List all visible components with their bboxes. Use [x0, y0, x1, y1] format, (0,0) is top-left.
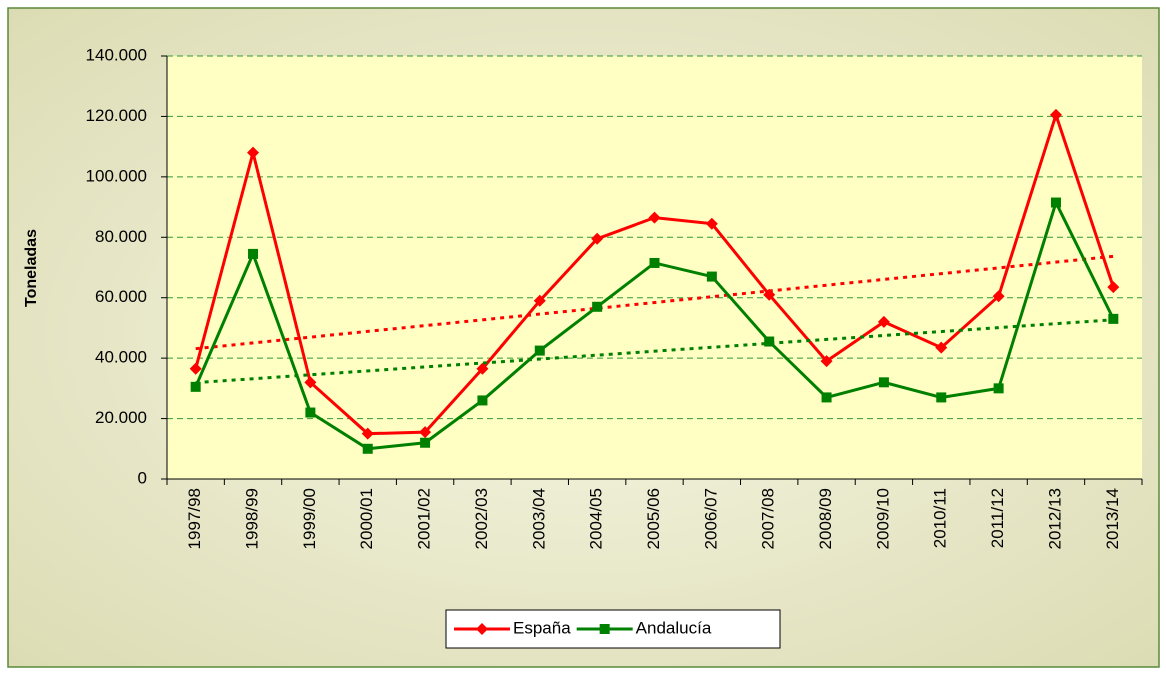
x-tick-label: 2009/10 [873, 488, 892, 549]
point [476, 362, 489, 375]
y-tick-label: 140.000 [86, 45, 147, 64]
x-tick-label: 1997/98 [185, 488, 204, 549]
point [304, 376, 317, 389]
legend-marker [476, 623, 488, 635]
point [992, 290, 1005, 303]
x-tick-label: 2010/11 [931, 488, 950, 548]
x-tick-label: 1999/00 [300, 488, 319, 549]
point [361, 427, 374, 440]
point [190, 381, 201, 392]
legend-marker [599, 624, 610, 634]
x-tick-label: 2008/09 [816, 488, 835, 549]
point [878, 377, 889, 388]
y-tick-label: 40.000 [95, 348, 147, 367]
point [592, 301, 603, 312]
point [648, 211, 661, 224]
point [935, 341, 948, 354]
point [189, 362, 202, 375]
point [1049, 108, 1062, 121]
x-tick-label: 2012/13 [1045, 488, 1064, 549]
point [877, 315, 890, 328]
trend-line [195, 318, 1114, 385]
x-tick-label: 2013/14 [1103, 488, 1122, 549]
point [534, 345, 545, 356]
point [420, 437, 431, 448]
point [247, 146, 260, 159]
point [821, 392, 832, 403]
x-tick-label: 2004/05 [587, 488, 606, 549]
x-tick-label: 2000/01 [357, 488, 376, 549]
y-tick-label: 100.000 [86, 166, 147, 185]
x-tick-label: 2005/06 [644, 488, 663, 549]
x-tick-label: 2002/03 [472, 488, 491, 549]
point [477, 395, 488, 406]
point [705, 217, 718, 230]
x-tick-label: 2007/08 [759, 488, 778, 549]
x-tick-label: 2011/12 [988, 488, 1007, 548]
x-tick-label: 2006/07 [701, 488, 720, 549]
point [1050, 197, 1061, 208]
legend-label: Andalucía [636, 618, 712, 637]
y-tick-label: 20.000 [95, 408, 147, 427]
point [706, 271, 717, 282]
point [993, 383, 1004, 394]
point [591, 232, 604, 245]
point [305, 407, 316, 418]
point [1108, 313, 1119, 324]
y-axis-label: Toneladas [23, 229, 40, 307]
y-tick-label: 0 [138, 468, 147, 487]
legend-label: España [513, 618, 571, 637]
point [764, 336, 775, 347]
point [820, 355, 833, 368]
x-tick-label: 1998/99 [243, 488, 262, 549]
y-tick-label: 120.000 [86, 106, 147, 125]
point [362, 443, 373, 454]
y-tick-label: 60.000 [95, 287, 147, 306]
point [419, 426, 432, 439]
point [248, 248, 259, 259]
x-tick-label: 2001/02 [415, 488, 434, 549]
point [936, 392, 947, 403]
y-tick-label: 80.000 [95, 227, 147, 246]
point [763, 288, 776, 301]
x-tick-label: 2003/04 [529, 488, 548, 549]
point [1107, 281, 1120, 294]
point [649, 257, 660, 268]
point [533, 294, 546, 307]
trend-line [195, 254, 1114, 351]
